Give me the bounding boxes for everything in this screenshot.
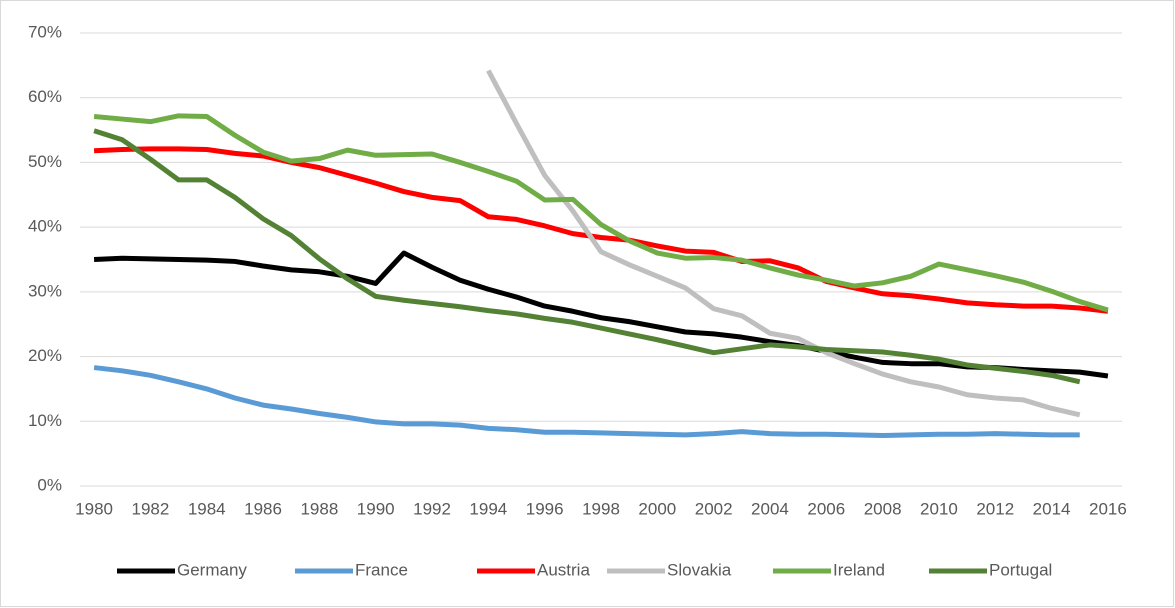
x-tick-label: 2000: [638, 499, 676, 518]
x-tick-label: 1998: [582, 499, 620, 518]
legend-label: Portugal: [989, 560, 1052, 579]
x-tick-label: 2002: [695, 499, 733, 518]
series-line: [93, 250, 1109, 379]
y-tick-label: 10%: [28, 411, 62, 430]
legend-label: Slovakia: [667, 560, 732, 579]
y-tick-label: 60%: [28, 87, 62, 106]
y-tick-label: 50%: [28, 152, 62, 171]
legend-label: France: [355, 560, 408, 579]
x-tick-label: 1980: [75, 499, 113, 518]
x-tick-label: 1984: [188, 499, 226, 518]
y-tick-label: 30%: [28, 281, 62, 300]
x-tick-label: 2012: [976, 499, 1014, 518]
series-line: [93, 365, 1080, 439]
y-tick-label: 70%: [28, 22, 62, 41]
series-line: [486, 69, 1081, 418]
series-line: [93, 128, 1081, 385]
y-tick-label: 0%: [37, 475, 62, 494]
y-tick-label: 40%: [28, 217, 62, 236]
x-tick-label: 1986: [244, 499, 282, 518]
legend-label: Ireland: [833, 560, 885, 579]
y-tick-label: 20%: [28, 346, 62, 365]
x-tick-label: 1988: [300, 499, 338, 518]
x-tick-label: 2010: [920, 499, 958, 518]
series-line: [93, 146, 1109, 314]
series-line: [93, 113, 1109, 313]
x-tick-label: 1992: [413, 499, 451, 518]
x-tick-label: 1982: [131, 499, 169, 518]
x-tick-label: 2006: [807, 499, 845, 518]
x-tick-label: 1996: [526, 499, 564, 518]
legend-label: Austria: [537, 560, 590, 579]
x-tick-label: 2008: [864, 499, 902, 518]
x-tick-label: 2004: [751, 499, 789, 518]
x-tick-label: 1994: [469, 499, 507, 518]
x-tick-label: 1990: [357, 499, 395, 518]
x-tick-label: 2016: [1089, 499, 1127, 518]
x-tick-label: 2014: [1033, 499, 1071, 518]
legend-label: Germany: [177, 560, 247, 579]
